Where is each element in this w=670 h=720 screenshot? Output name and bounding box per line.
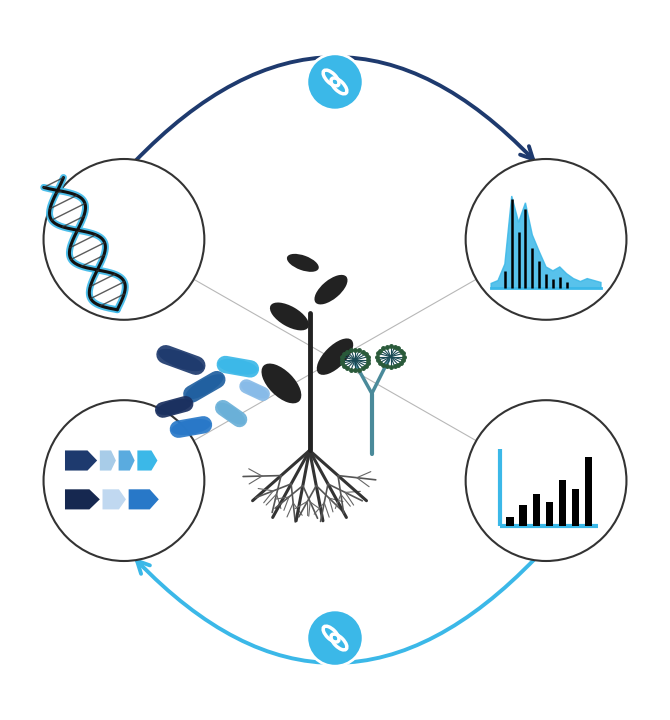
Ellipse shape — [156, 399, 192, 415]
Ellipse shape — [261, 364, 302, 403]
Ellipse shape — [287, 254, 319, 272]
Polygon shape — [137, 451, 157, 471]
Circle shape — [307, 54, 363, 110]
Ellipse shape — [314, 275, 348, 305]
Ellipse shape — [317, 338, 353, 375]
Circle shape — [466, 400, 626, 561]
Ellipse shape — [171, 419, 211, 435]
Bar — [507, 517, 514, 526]
Ellipse shape — [270, 302, 309, 330]
Polygon shape — [119, 451, 135, 471]
Circle shape — [307, 610, 363, 666]
Bar — [559, 480, 566, 526]
Bar — [572, 489, 579, 526]
Bar — [585, 456, 592, 526]
Bar — [545, 502, 553, 526]
Polygon shape — [129, 490, 159, 510]
Polygon shape — [65, 490, 100, 510]
Circle shape — [466, 159, 626, 320]
Polygon shape — [103, 490, 126, 510]
Ellipse shape — [241, 382, 269, 399]
Circle shape — [44, 159, 204, 320]
Circle shape — [44, 400, 204, 561]
FancyArrowPatch shape — [137, 558, 536, 663]
FancyArrowPatch shape — [134, 57, 533, 162]
Ellipse shape — [217, 402, 245, 425]
Ellipse shape — [218, 359, 258, 374]
Polygon shape — [100, 451, 116, 471]
Ellipse shape — [158, 348, 204, 372]
Polygon shape — [65, 451, 97, 471]
Bar — [533, 494, 540, 526]
Bar — [519, 505, 527, 526]
Polygon shape — [491, 196, 601, 288]
Ellipse shape — [185, 374, 224, 400]
